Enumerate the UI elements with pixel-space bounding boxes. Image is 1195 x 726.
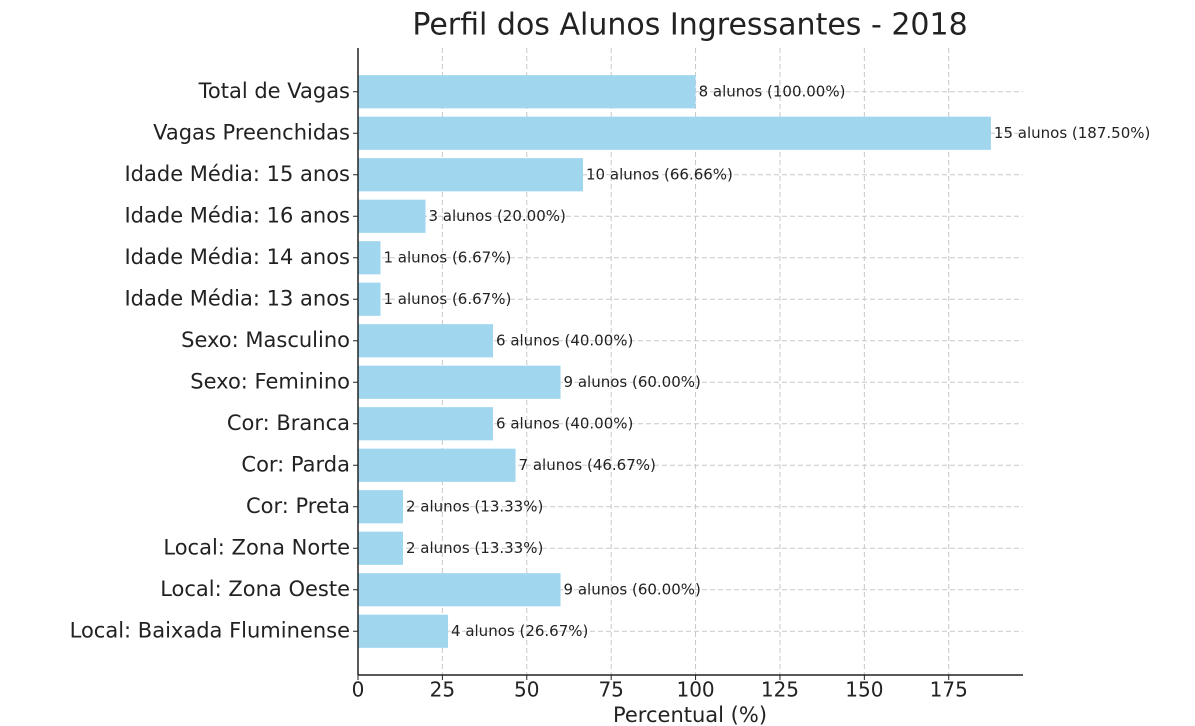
value-label: 8 alunos (100.00%) — [699, 82, 846, 100]
value-label: 1 alunos (6.67%) — [384, 290, 512, 308]
bar — [358, 241, 381, 275]
y-tick-label: Cor: Branca — [227, 411, 350, 435]
y-tick-label: Local: Zona Oeste — [160, 577, 350, 601]
bar — [358, 365, 561, 399]
value-label: 15 alunos (187.50%) — [994, 124, 1150, 142]
y-tick-label: Idade Média: 16 anos — [124, 203, 350, 227]
bar — [358, 448, 516, 482]
x-tick-label: 75 — [598, 678, 623, 702]
x-tick-label: 25 — [430, 678, 455, 702]
value-label: 9 alunos (60.00%) — [564, 373, 701, 391]
y-tick-label: Sexo: Feminino — [190, 369, 350, 393]
x-tick-label: 150 — [845, 678, 883, 702]
bar — [358, 158, 584, 192]
y-tick-label: Vagas Preenchidas — [153, 120, 350, 144]
y-tick-label: Local: Baixada Fluminense — [70, 618, 350, 642]
value-label: 2 alunos (13.33%) — [406, 497, 543, 515]
value-label: 6 alunos (40.00%) — [496, 414, 633, 432]
x-tick-label: 0 — [352, 678, 365, 702]
value-label: 4 alunos (26.67%) — [451, 622, 588, 640]
chart-title: Perfil dos Alunos Ingressantes - 2018 — [412, 8, 967, 43]
x-tick-label: 100 — [676, 678, 714, 702]
bar — [358, 531, 403, 565]
bar — [358, 573, 561, 607]
x-tick-label: 125 — [761, 678, 799, 702]
bar — [358, 116, 991, 150]
x-tick-label: 50 — [514, 678, 539, 702]
x-tick-label: 175 — [930, 678, 968, 702]
value-label: 9 alunos (60.00%) — [564, 580, 701, 598]
value-label: 2 alunos (13.33%) — [406, 539, 543, 557]
bar — [358, 614, 449, 648]
value-label: 7 alunos (46.67%) — [519, 456, 656, 474]
bar — [358, 75, 696, 109]
y-tick-label: Total de Vagas — [198, 79, 350, 103]
value-label: 10 alunos (66.66%) — [586, 165, 733, 183]
bar — [358, 199, 426, 233]
value-label: 3 alunos (20.00%) — [429, 207, 566, 225]
value-label: 1 alunos (6.67%) — [384, 248, 512, 266]
y-tick-label: Sexo: Masculino — [181, 328, 350, 352]
y-tick-label: Local: Zona Norte — [163, 535, 350, 559]
x-axis-label: Percentual (%) — [613, 703, 767, 726]
y-tick-label: Cor: Preta — [246, 494, 350, 518]
bar — [358, 282, 381, 316]
bar — [358, 407, 494, 441]
y-tick-label: Idade Média: 13 anos — [124, 286, 350, 310]
bar — [358, 324, 494, 358]
bar — [358, 490, 403, 524]
y-tick-label: Idade Média: 15 anos — [124, 162, 350, 186]
y-tick-label: Cor: Parda — [241, 452, 350, 476]
value-label: 6 alunos (40.00%) — [496, 331, 633, 349]
y-tick-label: Idade Média: 14 anos — [124, 245, 350, 269]
